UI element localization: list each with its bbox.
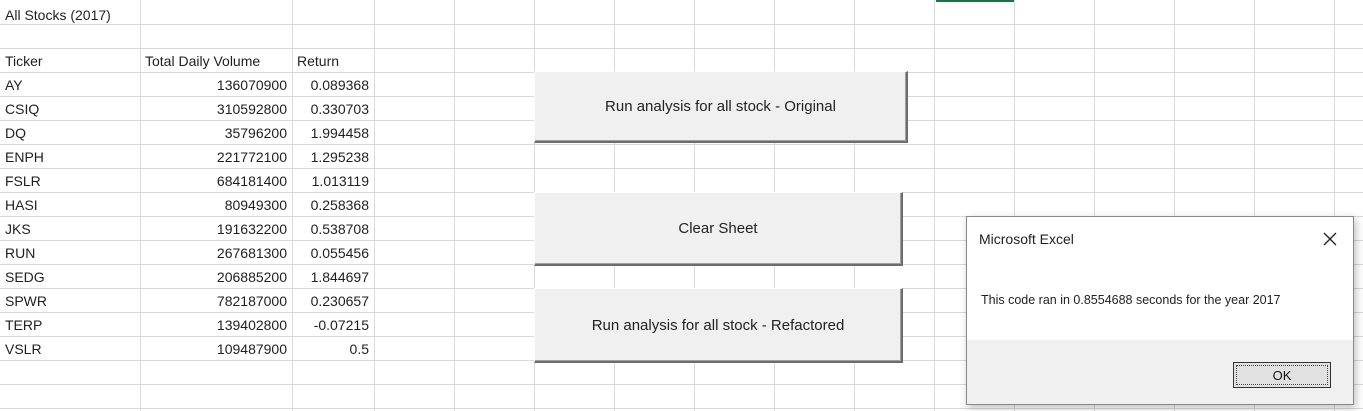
- ticker-cell[interactable]: CSIQ: [5, 101, 40, 117]
- volume-cell[interactable]: 109487900: [216, 341, 287, 357]
- return-cell[interactable]: 0.055456: [310, 245, 369, 261]
- ticker-cell[interactable]: FSLR: [5, 173, 41, 189]
- message-dialog: Microsoft Excel This code ran in 0.85546…: [966, 216, 1354, 405]
- volume-cell[interactable]: 310592800: [216, 101, 287, 117]
- header-total-daily-volume[interactable]: Total Daily Volume: [145, 53, 261, 69]
- return-cell[interactable]: 1.295238: [310, 149, 369, 165]
- gridline-vertical: [140, 0, 141, 411]
- volume-cell[interactable]: 206885200: [216, 269, 287, 285]
- gridline-vertical: [292, 0, 293, 411]
- volume-cell[interactable]: 191632200: [216, 221, 287, 237]
- header-return[interactable]: Return: [297, 53, 340, 69]
- gridline-vertical: [374, 0, 375, 411]
- volume-cell[interactable]: 221772100: [216, 149, 287, 165]
- gridline-vertical: [934, 0, 935, 411]
- dialog-title: Microsoft Excel: [979, 231, 1074, 247]
- header-ticker[interactable]: Ticker: [5, 53, 43, 69]
- run-refactored-button-label: Run analysis for all stock - Refactored: [591, 316, 845, 334]
- return-cell[interactable]: -0.07215: [313, 317, 369, 333]
- return-cell[interactable]: 1.844697: [310, 269, 369, 285]
- volume-cell[interactable]: 80949300: [224, 197, 287, 213]
- ticker-cell[interactable]: SPWR: [5, 293, 47, 309]
- run-original-button-label: Run analysis for all stock - Original: [605, 98, 836, 115]
- ok-button[interactable]: OK: [1233, 362, 1331, 388]
- return-cell[interactable]: 0.538708: [310, 221, 369, 237]
- ticker-cell[interactable]: VSLR: [5, 341, 42, 357]
- column-selection-indicator: [936, 0, 1014, 2]
- volume-cell[interactable]: 139402800: [216, 317, 287, 333]
- return-cell[interactable]: 1.994458: [310, 125, 369, 141]
- gridline-horizontal: [0, 144, 1363, 145]
- gridline-vertical: [1174, 0, 1175, 411]
- gridline-horizontal: [0, 168, 1363, 169]
- ticker-cell[interactable]: ENPH: [5, 149, 44, 165]
- gridline-horizontal: [0, 48, 1363, 49]
- sheet-title-cell[interactable]: All Stocks (2017): [5, 7, 111, 23]
- clear-sheet-button-label: Clear Sheet: [678, 220, 758, 237]
- dialog-close-button[interactable]: [1315, 225, 1345, 253]
- close-icon: [1323, 232, 1337, 246]
- volume-cell[interactable]: 267681300: [216, 245, 287, 261]
- return-cell[interactable]: 1.013119: [311, 173, 369, 189]
- ticker-cell[interactable]: DQ: [5, 125, 26, 141]
- return-cell[interactable]: 0.258368: [310, 197, 369, 213]
- dialog-message: This code ran in 0.8554688 seconds for t…: [981, 293, 1281, 307]
- gridline-vertical: [1334, 0, 1335, 411]
- return-cell[interactable]: 0.330703: [310, 101, 369, 117]
- ok-button-label: OK: [1272, 367, 1292, 383]
- ticker-cell[interactable]: RUN: [5, 245, 36, 261]
- gridline-vertical: [1094, 0, 1095, 411]
- volume-cell[interactable]: 35796200: [224, 125, 287, 141]
- gridline-horizontal: [0, 384, 1363, 385]
- ticker-cell[interactable]: TERP: [5, 317, 43, 333]
- return-cell[interactable]: 0.089368: [310, 77, 369, 93]
- dialog-footer: OK: [967, 340, 1353, 404]
- run-refactored-button[interactable]: Run analysis for all stock - Refactored: [534, 288, 903, 363]
- return-cell[interactable]: 0.230657: [310, 293, 369, 309]
- volume-cell[interactable]: 136070900: [216, 77, 287, 93]
- ticker-cell[interactable]: AY: [5, 77, 23, 93]
- run-original-button[interactable]: Run analysis for all stock - Original: [534, 71, 908, 143]
- gridline-vertical: [1254, 0, 1255, 411]
- volume-cell[interactable]: 684181400: [216, 173, 287, 189]
- clear-sheet-button[interactable]: Clear Sheet: [534, 192, 903, 266]
- volume-cell[interactable]: 782187000: [216, 293, 287, 309]
- ticker-cell[interactable]: SEDG: [5, 269, 45, 285]
- return-cell[interactable]: 0.5: [349, 341, 369, 357]
- ticker-cell[interactable]: JKS: [5, 221, 31, 237]
- gridline-vertical: [1014, 0, 1015, 411]
- ticker-cell[interactable]: HASI: [5, 197, 38, 213]
- gridline-horizontal: [0, 408, 1363, 409]
- gridline-horizontal: [0, 24, 1363, 25]
- gridline-vertical: [454, 0, 455, 411]
